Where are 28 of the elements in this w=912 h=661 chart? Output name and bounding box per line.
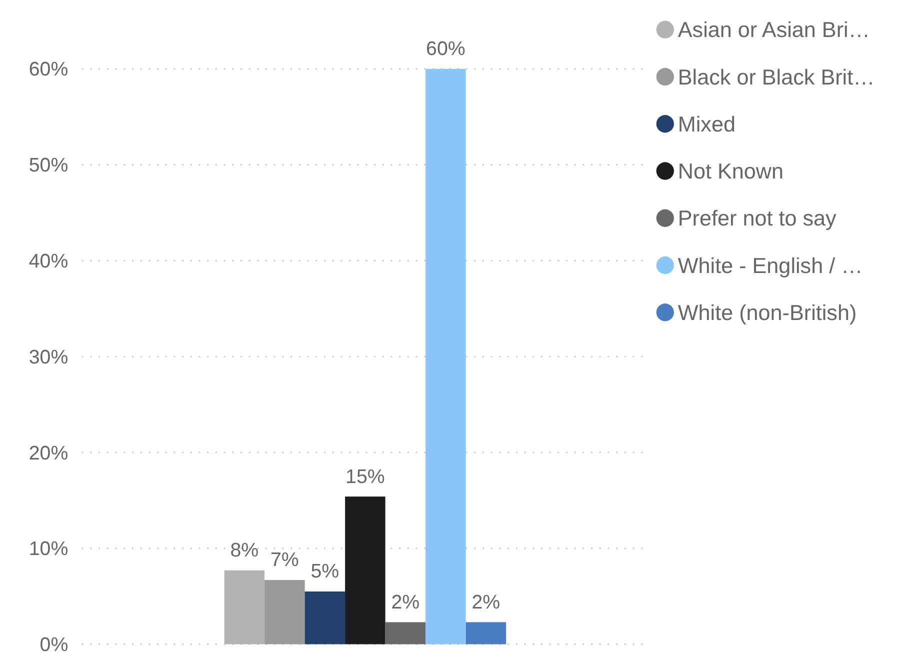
- data-label: 15%: [346, 466, 385, 488]
- y-tick-label: 10%: [28, 538, 68, 560]
- bar: [385, 622, 426, 644]
- data-label: 5%: [310, 560, 340, 583]
- data-label: 2%: [472, 591, 500, 614]
- y-tick-label: 50%: [28, 154, 68, 177]
- legend-label: Mixed: [678, 111, 736, 136]
- y-tick-label: 40%: [28, 250, 68, 273]
- data-label: 60%: [426, 38, 466, 60]
- data-label: 2%: [391, 591, 420, 614]
- legend-label: Not Known: [678, 158, 784, 184]
- legend-label: Prefer not to say: [678, 206, 837, 231]
- data-label: 8%: [230, 540, 259, 562]
- bar: [426, 68, 466, 644]
- y-tick-label: 60%: [28, 58, 68, 81]
- bar: [466, 622, 506, 644]
- bar: [304, 591, 346, 644]
- bar: [224, 570, 265, 644]
- legend-label: Asian or Asian Bri…: [678, 17, 870, 42]
- legend-label: White (non-British): [678, 300, 857, 325]
- legend-label: Black or Black Brit…: [678, 64, 875, 90]
- bar: [345, 496, 386, 644]
- y-tick-label: 20%: [28, 442, 68, 464]
- y-tick-label: 30%: [28, 346, 68, 368]
- legend-label: White - English / …: [678, 252, 863, 278]
- y-tick-label: 0%: [40, 634, 68, 656]
- bar: [264, 580, 305, 644]
- data-label: 7%: [270, 549, 299, 572]
